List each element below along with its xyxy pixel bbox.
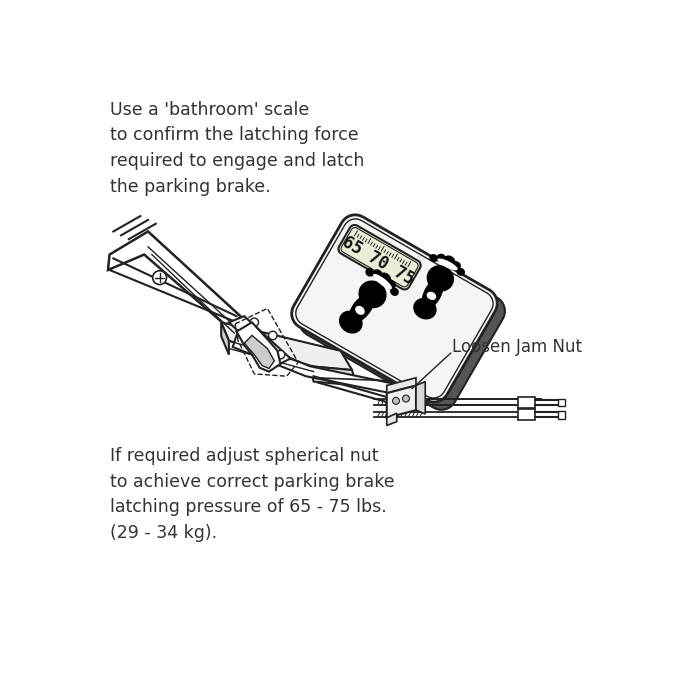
Polygon shape: [233, 335, 402, 395]
Polygon shape: [339, 311, 363, 334]
Circle shape: [153, 271, 167, 285]
Polygon shape: [221, 322, 352, 370]
Polygon shape: [451, 261, 461, 270]
Polygon shape: [355, 306, 365, 315]
Polygon shape: [437, 254, 446, 263]
Polygon shape: [443, 255, 456, 266]
Circle shape: [250, 318, 258, 326]
Bar: [559, 411, 565, 419]
Polygon shape: [422, 278, 443, 309]
Polygon shape: [310, 366, 356, 386]
Polygon shape: [348, 293, 375, 324]
Polygon shape: [338, 225, 420, 289]
Polygon shape: [372, 269, 382, 279]
Text: If required adjust spherical nut
to achieve correct parking brake
latching press: If required adjust spherical nut to achi…: [110, 447, 394, 542]
Polygon shape: [390, 287, 399, 296]
Bar: [517, 397, 534, 408]
Polygon shape: [437, 259, 458, 270]
Polygon shape: [229, 316, 290, 366]
Polygon shape: [108, 231, 241, 332]
Text: Loosen Jam Nut: Loosen Jam Nut: [452, 338, 582, 356]
Polygon shape: [429, 254, 438, 262]
Polygon shape: [386, 386, 416, 418]
Polygon shape: [416, 382, 425, 414]
Circle shape: [268, 331, 277, 340]
Circle shape: [393, 397, 399, 404]
Bar: [517, 409, 534, 420]
Polygon shape: [386, 413, 397, 425]
Polygon shape: [359, 280, 386, 308]
Polygon shape: [456, 268, 465, 276]
Polygon shape: [373, 274, 392, 289]
Text: 65 70 75: 65 70 75: [338, 233, 417, 289]
Polygon shape: [426, 292, 436, 300]
Bar: [559, 399, 565, 406]
Polygon shape: [426, 265, 454, 291]
Polygon shape: [300, 222, 505, 410]
Polygon shape: [379, 272, 391, 285]
Polygon shape: [244, 335, 275, 369]
Polygon shape: [221, 322, 229, 355]
Circle shape: [276, 350, 285, 359]
Polygon shape: [365, 268, 374, 276]
Polygon shape: [237, 322, 281, 371]
Circle shape: [403, 395, 410, 402]
Text: Use a 'bathroom' scale
to confirm the latching force
required to engage and latc: Use a 'bathroom' scale to confirm the la…: [110, 101, 364, 196]
Polygon shape: [413, 298, 437, 319]
Polygon shape: [386, 280, 396, 289]
Polygon shape: [292, 215, 497, 402]
Polygon shape: [386, 378, 416, 393]
